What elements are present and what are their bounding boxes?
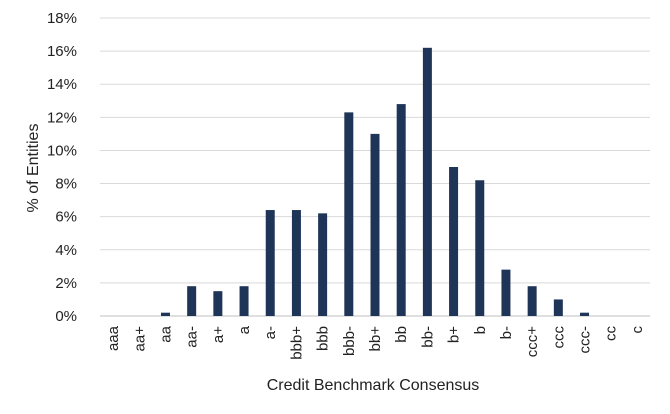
- x-tick-label: b: [472, 326, 489, 334]
- x-tick-label: aa-: [184, 326, 201, 348]
- x-axis-title: Credit Benchmark Consensus: [267, 377, 480, 394]
- x-axis-ticks: aaa aa+ aa aa-a+ a a-bbb+ bbb bbb-bb+ bb bb-b+ b b-…: [105, 325, 646, 359]
- bar-bbb-: [344, 112, 354, 316]
- bar-aa-: [187, 286, 197, 316]
- x-tick-label: aaa: [105, 325, 122, 351]
- x-tick-label: bb-: [419, 326, 436, 348]
- bar-ccc-: [580, 312, 590, 316]
- y-tick-label: 0%: [55, 308, 77, 325]
- y-tick-label: 8%: [55, 176, 77, 193]
- bar-a+: [213, 291, 223, 316]
- x-tick-label: ccc-: [577, 326, 594, 354]
- bar-a: [239, 286, 249, 316]
- bar-aa: [160, 312, 170, 316]
- bar-ccc+: [527, 286, 537, 316]
- bar-bbb: [318, 213, 328, 316]
- y-tick-label: 2%: [55, 275, 77, 292]
- y-tick-label: 16%: [47, 43, 77, 60]
- bar-b-: [501, 269, 511, 316]
- bar-bb-: [422, 47, 432, 317]
- y-tick-label: 10%: [47, 142, 77, 159]
- y-tick-label: 4%: [55, 242, 77, 259]
- bar-b+: [449, 167, 459, 316]
- x-tick-label: a+: [210, 326, 227, 343]
- bar-bbb+: [291, 210, 301, 316]
- x-tick-label: cc: [603, 326, 620, 342]
- x-tick-label: aa+: [131, 326, 148, 352]
- x-tick-label: bb+: [367, 326, 384, 352]
- y-axis-title: % of Entities: [25, 124, 42, 213]
- y-axis-ticks: 0% 2% 4% 6% 8% 10% 12% 14% 16% 18%: [47, 10, 77, 325]
- x-tick-label: c: [629, 326, 646, 334]
- x-tick-label: bbb+: [288, 326, 305, 360]
- bar-bb: [396, 104, 406, 316]
- bars: [160, 47, 590, 317]
- y-tick-label: 6%: [55, 209, 77, 226]
- x-tick-label: bbb: [315, 326, 332, 351]
- bar-b: [475, 180, 485, 316]
- x-tick-label: bbb-: [341, 326, 358, 356]
- bar-ccc: [553, 299, 563, 316]
- x-tick-label: aa: [157, 325, 174, 342]
- x-tick-label: b-: [498, 326, 515, 339]
- x-tick-label: bb: [393, 326, 410, 343]
- x-tick-label: b+: [446, 326, 463, 343]
- x-tick-label: a: [236, 325, 253, 334]
- y-tick-label: 18%: [47, 10, 77, 27]
- bar-bb+: [370, 133, 380, 316]
- x-tick-label: ccc: [550, 326, 567, 349]
- y-tick-label: 14%: [47, 76, 77, 93]
- bar-a-: [265, 210, 275, 316]
- x-tick-label: ccc+: [524, 326, 541, 358]
- x-tick-label: a-: [262, 326, 279, 339]
- y-tick-label: 12%: [47, 109, 77, 126]
